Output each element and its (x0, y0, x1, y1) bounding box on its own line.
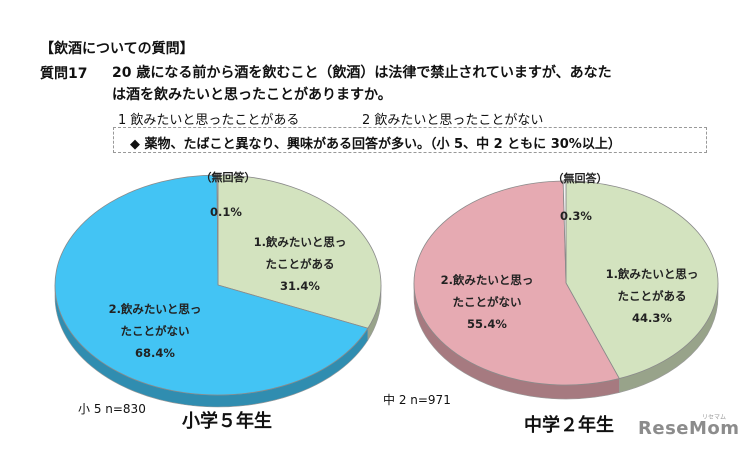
chart-title-elementary: 小学５年生 (182, 411, 272, 432)
note-box (113, 127, 707, 153)
pie-label-1-0-1: たことがある (618, 289, 687, 303)
question-text-line1: 20 歳になる前から酒を飲むこと（飲酒）は法律で禁止されていますが、あなた (112, 65, 612, 81)
pie-label-noanswer-title-0: （無回答） (201, 170, 256, 184)
question-text-line2: は酒を飲みたいと思ったことがありますか。 (112, 87, 392, 103)
pie-value-label-0-0: 31.4% (280, 279, 320, 293)
pie-slice-0-1 (54, 174, 369, 396)
pie-slice-1-0 (565, 180, 719, 379)
pie-value-label-1-0: 44.3% (632, 311, 672, 325)
pie-label-0-0-0: 1.飲みたいと思っ (254, 235, 347, 249)
pie-slice-0-2 (216, 174, 219, 286)
note-text: ◆ 薬物、たばこと異なり、興味がある回答が多い。（小 5、中 2 ともに 30%… (130, 137, 621, 152)
pie-label-1-1-1: たことがない (453, 295, 522, 309)
pie-value-label-1-1: 55.4% (467, 317, 507, 331)
resemom-logo: ReseMom (638, 418, 740, 439)
pie-label-1-0-0: 1.飲みたいと思っ (606, 267, 699, 281)
pie-label-0-1-0: 2.飲みたいと思っ (109, 302, 202, 316)
chart-title-junior-high: 中学２年生 (524, 415, 614, 436)
pie-slice-0-0 (217, 174, 382, 329)
pie-value-label-0-2: 0.1% (210, 205, 242, 219)
pie-label-noanswer-title-1: （無回答） (553, 171, 608, 185)
pie-label-0-0-1: たことがある (266, 257, 335, 271)
pie-slice-1-2 (562, 180, 567, 284)
pie-label-1-1-0: 2.飲みたいと思っ (441, 273, 534, 287)
pie-value-label-0-1: 68.4% (135, 346, 175, 360)
pie-value-label-1-2: 0.3% (560, 209, 592, 223)
section-title: 【飲酒についての質問】 (40, 41, 194, 57)
pie-slice-1-1 (413, 180, 620, 386)
answer-option-2: 2 飲みたいと思ったことがない (362, 113, 544, 128)
question-number: 質問17 (40, 66, 88, 82)
pie-label-0-1-1: たことがない (121, 324, 190, 338)
resemom-logo-subtext: リセマム (702, 414, 727, 421)
answer-option-1: 1 飲みたいと思ったことがある (118, 113, 300, 128)
sample-size-elementary: 小 5 n=830 (78, 402, 146, 416)
sample-size-junior-high: 中 2 n=971 (383, 393, 451, 407)
